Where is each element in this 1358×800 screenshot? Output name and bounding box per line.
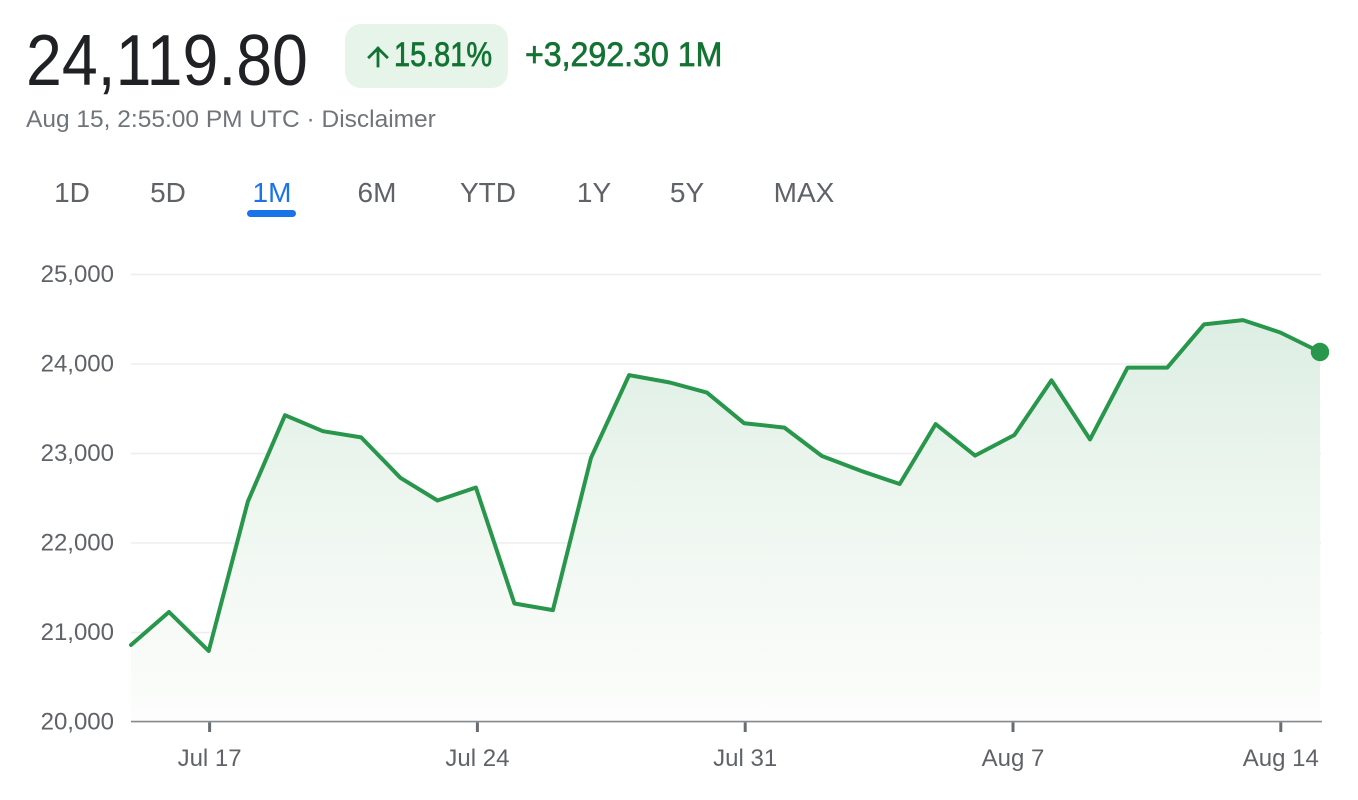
svg-text:22,000: 22,000 <box>41 530 114 557</box>
svg-text:Aug 7: Aug 7 <box>982 745 1045 772</box>
svg-text:Aug 14: Aug 14 <box>1243 745 1319 772</box>
svg-text:20,000: 20,000 <box>41 709 114 736</box>
svg-text:23,000: 23,000 <box>41 440 114 467</box>
svg-text:Jul 31: Jul 31 <box>713 745 777 772</box>
svg-text:Jul 24: Jul 24 <box>445 745 509 772</box>
svg-text:21,000: 21,000 <box>41 619 114 646</box>
svg-text:Jul 17: Jul 17 <box>178 745 242 772</box>
svg-text:25,000: 25,000 <box>41 261 114 288</box>
svg-text:24,000: 24,000 <box>41 351 114 378</box>
